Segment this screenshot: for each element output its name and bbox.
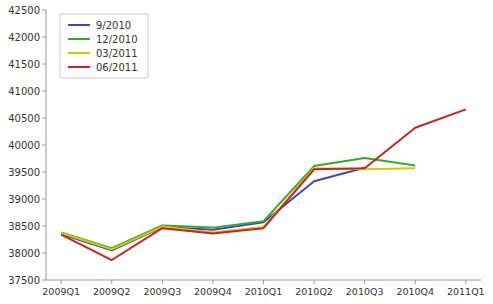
- legend-label: 03/2011: [96, 48, 138, 59]
- y-tick-label: 42000: [8, 32, 40, 43]
- y-tick-label: 38500: [8, 221, 40, 232]
- y-tick: [42, 10, 46, 11]
- y-tick-label: 41000: [8, 86, 40, 97]
- y-tick: [42, 118, 46, 119]
- legend: 9/2010 12/2010 03/2011 06/2011: [60, 14, 148, 78]
- x-tick: [111, 280, 112, 284]
- x-tick-label: 2009Q3: [143, 286, 181, 297]
- x-tick-label: 2010Q2: [295, 286, 333, 297]
- y-tick: [42, 226, 46, 227]
- series-line: [61, 109, 466, 260]
- x-tick: [314, 280, 315, 284]
- y-tick-label: 40000: [8, 140, 40, 151]
- x-axis: 2009Q1 2009Q2 2009Q3 2009Q4 2010Q1 2010Q2 2010…: [42, 280, 484, 297]
- legend-label: 12/2010: [96, 34, 138, 45]
- legend-swatch: [68, 66, 90, 68]
- series-line: [61, 168, 415, 249]
- legend-label: 06/2011: [96, 62, 138, 73]
- x-tick: [364, 280, 365, 284]
- x-tick: [212, 280, 213, 284]
- y-axis: 37500 38000 38500 39000 39500 40000 40500 41000…: [8, 5, 46, 286]
- x-tick: [415, 280, 416, 284]
- y-tick-label: 37500: [8, 275, 40, 286]
- y-tick: [42, 172, 46, 173]
- y-tick: [42, 280, 46, 281]
- y-tick-label: 39500: [8, 167, 40, 178]
- x-tick-label: 2011Q1: [447, 286, 485, 297]
- x-tick-label: 2010Q3: [346, 286, 384, 297]
- y-tick: [42, 253, 46, 254]
- y-tick: [42, 37, 46, 38]
- x-tick: [263, 280, 264, 284]
- y-tick: [42, 199, 46, 200]
- legend-label: 9/2010: [96, 20, 131, 31]
- chart: 37500 38000 38500 39000 39500 40000 40500 41000…: [0, 0, 493, 304]
- x-tick-label: 2010Q4: [396, 286, 434, 297]
- y-tick: [42, 145, 46, 146]
- x-tick-label: 2010Q1: [245, 286, 283, 297]
- y-tick-label: 42500: [8, 5, 40, 16]
- series-line: [61, 168, 364, 251]
- y-tick-label: 38000: [8, 248, 40, 259]
- y-tick: [42, 64, 46, 65]
- x-tick: [61, 280, 62, 284]
- legend-swatch: [68, 24, 90, 26]
- legend-swatch: [68, 38, 90, 40]
- x-tick-label: 2009Q1: [42, 286, 80, 297]
- y-tick: [42, 91, 46, 92]
- y-tick-label: 41500: [8, 59, 40, 70]
- series-line: [61, 158, 415, 248]
- legend-swatch: [68, 52, 90, 54]
- x-tick: [162, 280, 163, 284]
- x-tick: [465, 280, 466, 284]
- y-tick-label: 40500: [8, 113, 40, 124]
- y-tick-label: 39000: [8, 194, 40, 205]
- plot-area: [61, 109, 466, 260]
- legend-box: [60, 14, 148, 78]
- x-tick-label: 2009Q2: [93, 286, 131, 297]
- x-tick-label: 2009Q4: [194, 286, 232, 297]
